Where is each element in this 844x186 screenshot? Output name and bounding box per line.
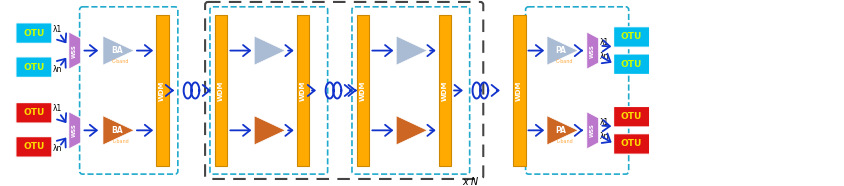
Text: OTU: OTU [23,142,45,151]
Text: WSS: WSS [590,123,595,137]
Text: WDM: WDM [517,80,522,101]
Text: WSS: WSS [73,44,78,57]
FancyBboxPatch shape [614,54,650,74]
Text: λ1: λ1 [599,38,609,47]
Polygon shape [69,32,80,69]
Text: OTU: OTU [23,108,45,117]
FancyBboxPatch shape [614,27,650,47]
Text: λn: λn [52,65,62,73]
Text: WDM: WDM [360,80,366,101]
Bar [357,15,370,166]
FancyBboxPatch shape [614,107,650,127]
Text: λ1: λ1 [52,105,62,113]
FancyBboxPatch shape [16,23,51,43]
Text: WDM: WDM [300,80,306,101]
Text: BA: BA [111,46,122,55]
Polygon shape [547,36,578,65]
Text: OTU: OTU [621,33,642,41]
Text: WDM: WDM [442,80,448,101]
Text: WSS: WSS [590,44,595,57]
Text: BA: BA [111,126,122,135]
FancyBboxPatch shape [614,134,650,154]
Polygon shape [254,36,285,65]
Polygon shape [587,32,598,69]
Text: L-band: L-band [112,139,129,144]
Text: WSS: WSS [73,123,78,137]
Text: C-band: C-band [555,59,573,64]
Bar [513,15,526,166]
Text: WDM: WDM [160,80,165,101]
Text: OTU: OTU [621,140,642,148]
Text: OTU: OTU [621,60,642,69]
Polygon shape [103,36,134,65]
Text: λ1: λ1 [52,25,62,34]
Text: L-band: L-band [556,139,573,144]
Polygon shape [587,112,598,149]
FancyBboxPatch shape [16,57,51,77]
Bar [439,15,452,166]
FancyBboxPatch shape [16,103,51,123]
Text: x N: x N [462,177,478,186]
Polygon shape [396,116,427,145]
Text: λn: λn [599,132,609,141]
Polygon shape [254,116,285,145]
Polygon shape [69,112,80,149]
Text: OTU: OTU [621,112,642,121]
Text: OTU: OTU [23,29,45,38]
Text: λn: λn [52,144,62,153]
Bar [215,15,228,166]
Polygon shape [396,36,427,65]
Text: PA: PA [555,126,566,135]
Text: PA: PA [555,46,566,55]
Polygon shape [103,116,134,145]
Polygon shape [547,116,578,145]
FancyBboxPatch shape [16,137,51,157]
Text: OTU: OTU [23,63,45,72]
Bar [156,15,169,166]
Text: WDM: WDM [218,80,225,101]
Bar [296,15,309,166]
Text: λn: λn [599,52,609,61]
Text: C-band: C-band [111,59,129,64]
Text: λ1: λ1 [599,118,609,127]
